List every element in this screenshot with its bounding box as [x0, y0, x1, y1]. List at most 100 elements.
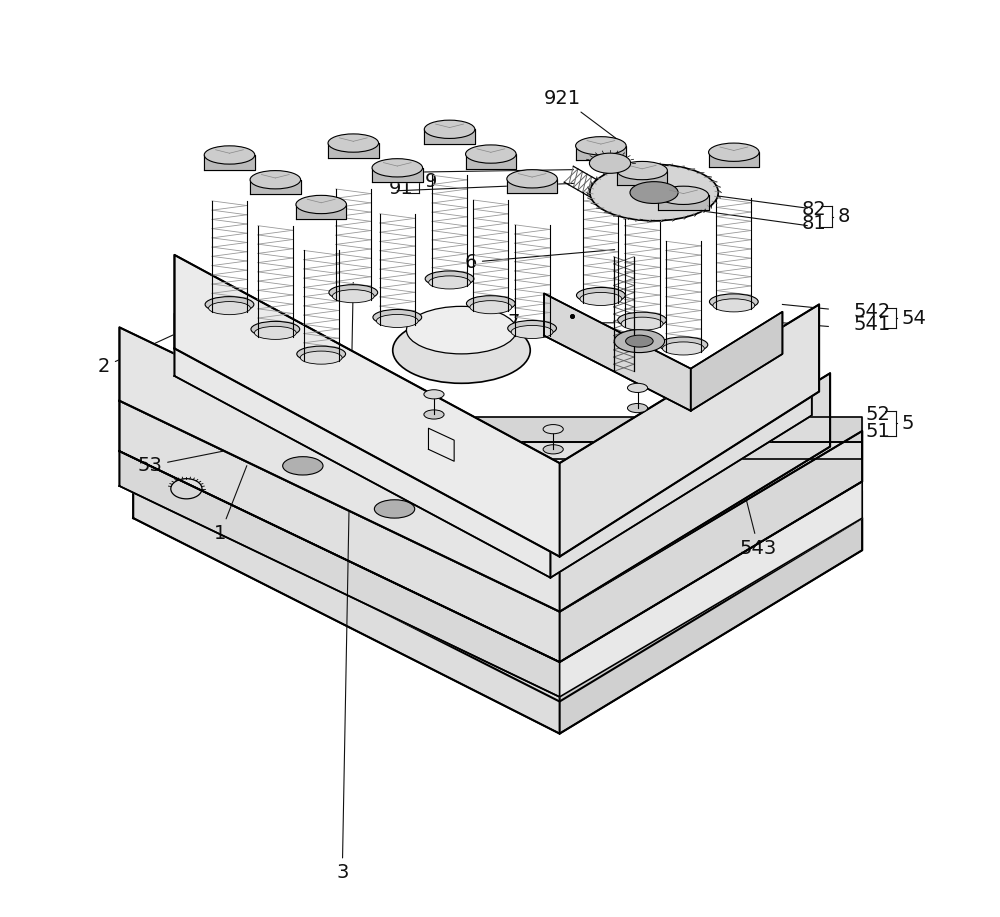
Ellipse shape [424, 410, 444, 419]
Polygon shape [174, 314, 550, 578]
Polygon shape [372, 168, 423, 182]
Text: 92: 92 [389, 165, 414, 183]
Polygon shape [466, 154, 516, 169]
Polygon shape [691, 312, 782, 411]
Polygon shape [544, 293, 691, 411]
Polygon shape [119, 401, 560, 662]
Polygon shape [119, 327, 560, 612]
Text: 8: 8 [837, 207, 850, 226]
Ellipse shape [332, 290, 374, 303]
Ellipse shape [627, 403, 648, 413]
Ellipse shape [662, 342, 704, 355]
Polygon shape [560, 431, 862, 662]
Polygon shape [560, 491, 862, 734]
Ellipse shape [251, 321, 300, 337]
Ellipse shape [205, 296, 254, 313]
Ellipse shape [617, 161, 667, 180]
Polygon shape [544, 293, 782, 411]
Text: 7: 7 [508, 314, 615, 332]
Text: 543: 543 [716, 381, 777, 558]
Ellipse shape [580, 293, 622, 305]
Text: 2: 2 [98, 331, 181, 376]
Polygon shape [330, 417, 862, 442]
Ellipse shape [709, 293, 758, 310]
Polygon shape [709, 152, 759, 167]
Polygon shape [424, 129, 475, 144]
Ellipse shape [589, 153, 631, 173]
Polygon shape [330, 417, 344, 463]
Polygon shape [119, 451, 560, 697]
Polygon shape [507, 179, 557, 193]
Ellipse shape [576, 137, 626, 155]
Text: 3: 3 [336, 282, 353, 882]
Ellipse shape [250, 171, 301, 189]
Polygon shape [250, 180, 301, 194]
Ellipse shape [372, 159, 423, 177]
Polygon shape [174, 314, 812, 578]
Polygon shape [119, 327, 830, 612]
Text: 52: 52 [866, 405, 891, 424]
Polygon shape [133, 458, 560, 734]
Ellipse shape [254, 326, 296, 339]
Ellipse shape [328, 134, 379, 152]
Ellipse shape [374, 500, 415, 518]
Text: 82: 82 [802, 201, 826, 219]
Ellipse shape [621, 317, 663, 330]
Ellipse shape [466, 145, 516, 163]
Ellipse shape [511, 326, 553, 338]
Ellipse shape [630, 182, 678, 204]
Text: 921: 921 [544, 89, 619, 140]
Ellipse shape [709, 143, 759, 161]
Polygon shape [204, 155, 255, 170]
Text: 81: 81 [802, 215, 826, 233]
Ellipse shape [424, 120, 475, 138]
Text: 91: 91 [389, 180, 414, 198]
Ellipse shape [329, 284, 378, 301]
Polygon shape [560, 373, 830, 612]
Polygon shape [328, 143, 379, 158]
Ellipse shape [626, 335, 653, 348]
Ellipse shape [543, 425, 563, 434]
Ellipse shape [283, 457, 323, 475]
Ellipse shape [296, 195, 346, 214]
Text: 51: 51 [866, 423, 891, 441]
Ellipse shape [425, 271, 474, 287]
Polygon shape [560, 304, 819, 557]
Ellipse shape [393, 317, 530, 383]
Ellipse shape [300, 351, 342, 364]
Ellipse shape [590, 164, 718, 221]
Text: 6: 6 [464, 249, 615, 271]
Polygon shape [428, 428, 454, 461]
Ellipse shape [429, 276, 470, 289]
Ellipse shape [507, 170, 557, 188]
Polygon shape [119, 451, 862, 697]
Text: 542: 542 [853, 303, 891, 321]
Ellipse shape [424, 390, 444, 399]
Text: 5: 5 [902, 414, 914, 433]
Ellipse shape [618, 312, 667, 328]
Ellipse shape [543, 445, 563, 454]
Ellipse shape [614, 330, 665, 352]
Ellipse shape [204, 146, 255, 164]
Polygon shape [617, 171, 667, 185]
Ellipse shape [508, 320, 556, 337]
Text: 541: 541 [853, 315, 891, 334]
Polygon shape [174, 255, 560, 557]
Text: 4: 4 [367, 427, 426, 468]
Ellipse shape [576, 287, 625, 304]
Polygon shape [174, 255, 819, 557]
Ellipse shape [659, 337, 708, 353]
Ellipse shape [406, 306, 517, 354]
Text: 1: 1 [214, 466, 247, 543]
Ellipse shape [470, 301, 512, 314]
Polygon shape [133, 486, 862, 734]
Polygon shape [296, 204, 346, 219]
Polygon shape [658, 195, 709, 210]
Text: 53: 53 [137, 447, 248, 475]
Text: 54: 54 [902, 309, 927, 327]
Polygon shape [550, 353, 812, 578]
Ellipse shape [713, 299, 755, 312]
Text: 9: 9 [425, 172, 437, 191]
Ellipse shape [297, 346, 346, 362]
Polygon shape [576, 146, 626, 160]
